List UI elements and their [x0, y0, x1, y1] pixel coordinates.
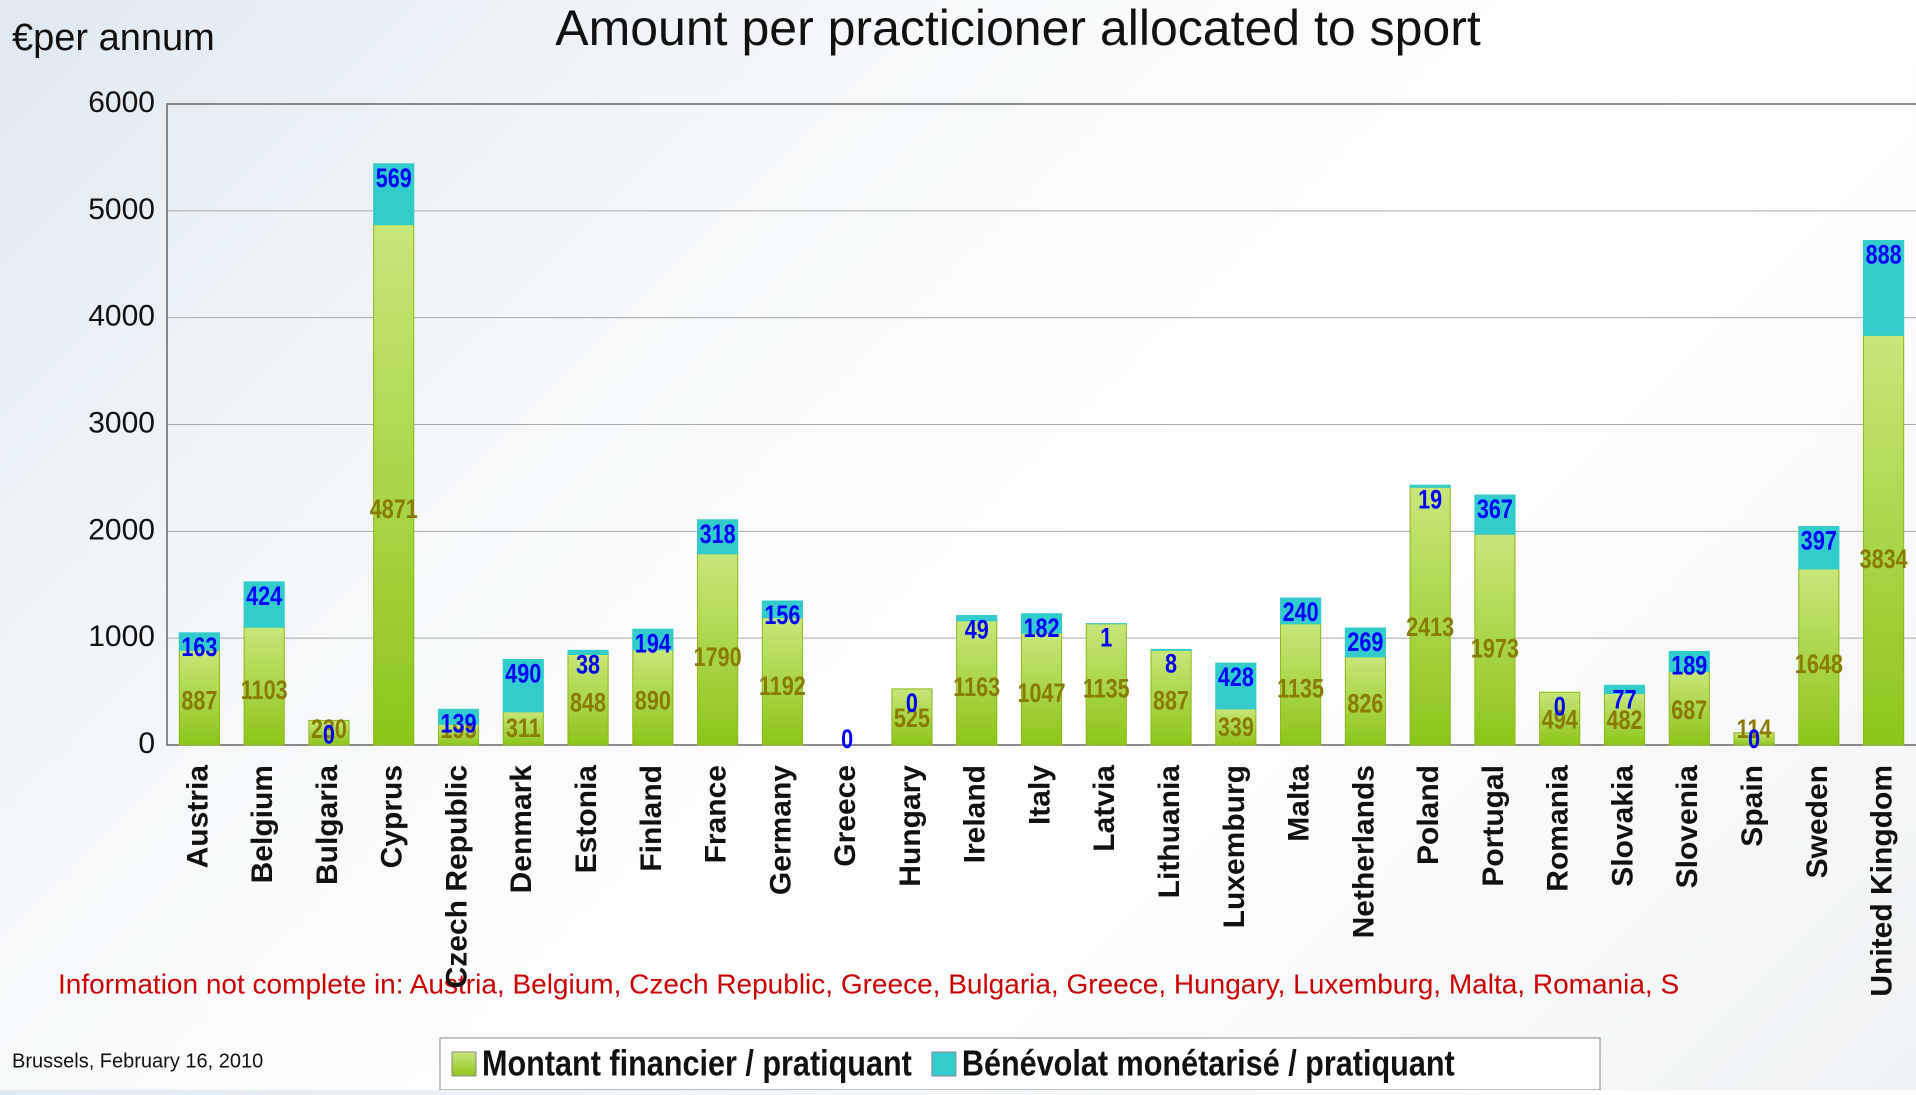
value-label: 194 — [635, 629, 671, 659]
value-label: 19 — [1418, 485, 1442, 515]
x-tick-label: Netherlands — [1347, 765, 1380, 938]
x-tick-label: France — [700, 765, 733, 863]
value-label: 77 — [1612, 685, 1636, 715]
x-tick-label: Italy — [1023, 765, 1056, 825]
legend-swatch — [452, 1052, 476, 1076]
value-label: 1 — [1100, 624, 1112, 654]
value-label: 0 — [323, 720, 335, 750]
value-label: 1648 — [1795, 650, 1843, 680]
y-tick-label: 5000 — [88, 193, 155, 226]
x-tick-label: Malta — [1283, 765, 1316, 842]
value-label: 1192 — [759, 672, 806, 702]
x-tick-label: Austria — [181, 765, 214, 869]
x-tick-label: Luxemburg — [1218, 765, 1251, 928]
y-tick-label: 2000 — [88, 513, 155, 546]
x-tick-label: Hungary — [894, 765, 927, 887]
y-tick-label: 6000 — [88, 86, 155, 119]
value-label: 424 — [246, 582, 282, 612]
x-tick-label: Slovakia — [1606, 765, 1639, 887]
value-label: 269 — [1347, 628, 1383, 658]
value-label: 240 — [1283, 598, 1319, 628]
x-tick-label: Belgium — [246, 765, 279, 883]
value-label: 49 — [965, 615, 989, 645]
value-label: 38 — [576, 650, 600, 680]
value-label: 182 — [1023, 614, 1059, 644]
footer: Brussels, February 16, 2010 — [12, 1050, 263, 1072]
value-label: 887 — [181, 686, 217, 716]
x-tick-label: Latvia — [1088, 765, 1121, 852]
value-label: 569 — [376, 164, 412, 194]
y-tick-label: 1000 — [88, 620, 155, 653]
value-label: 367 — [1477, 495, 1513, 525]
value-label: 0 — [1554, 692, 1566, 722]
value-label: 1047 — [1017, 679, 1065, 709]
x-tick-label: Slovenia — [1671, 765, 1704, 889]
y-axis-label: €per annum — [12, 17, 215, 59]
bar-segment — [374, 225, 414, 745]
value-label: 397 — [1801, 526, 1837, 556]
x-tick-label: Denmark — [505, 765, 538, 894]
value-label: 826 — [1347, 689, 1383, 719]
value-label: 428 — [1218, 663, 1254, 693]
legend-swatch — [932, 1052, 956, 1076]
value-label: 1103 — [241, 676, 288, 706]
value-label: 0 — [1748, 725, 1760, 755]
value-label: 1973 — [1471, 634, 1519, 664]
value-label: 163 — [181, 633, 217, 663]
value-label: 887 — [1153, 686, 1189, 716]
value-label: 3834 — [1860, 545, 1908, 575]
value-label: 1135 — [1277, 674, 1324, 704]
x-tick-label: Romania — [1542, 765, 1575, 892]
note: Information not complete in: Austria, Be… — [58, 968, 1679, 999]
value-label: 1163 — [953, 673, 1000, 703]
value-label: 189 — [1671, 651, 1707, 681]
x-tick-label: Bulgaria — [311, 765, 344, 885]
value-label: 2413 — [1406, 613, 1454, 643]
value-label: 1135 — [1083, 674, 1130, 704]
x-tick-label: Poland — [1412, 765, 1445, 865]
y-tick-label: 3000 — [88, 406, 155, 439]
x-tick-label: Spain — [1736, 765, 1769, 847]
legend-label: Montant financier / pratiquant — [482, 1044, 912, 1084]
x-tick-label: Ireland — [959, 765, 992, 863]
x-tick-label: Czech Republic — [440, 765, 473, 988]
value-label: 156 — [764, 601, 800, 631]
value-label: 339 — [1218, 713, 1254, 743]
bar-segment — [1864, 335, 1904, 745]
y-tick-label: 0 — [138, 727, 155, 760]
value-label: 1790 — [694, 643, 742, 673]
value-label: 848 — [570, 688, 606, 718]
x-tick-label: Lithuania — [1153, 765, 1186, 899]
value-label: 490 — [505, 659, 541, 689]
chart-title: Amount per practicioner allocated to spo… — [555, 0, 1481, 56]
value-label: 888 — [1866, 240, 1902, 270]
value-label: 318 — [700, 520, 736, 550]
x-tick-label: Finland — [635, 765, 668, 872]
legend-label: Bénévolat monétarisé / pratiquant — [962, 1044, 1455, 1084]
value-label: 8 — [1165, 649, 1177, 679]
value-label: 0 — [841, 725, 853, 755]
x-tick-label: Germany — [764, 765, 797, 895]
x-tick-label: United Kingdom — [1866, 765, 1899, 997]
x-tick-label: Sweden — [1801, 765, 1834, 878]
y-tick-label: 4000 — [88, 300, 155, 333]
value-label: 890 — [635, 686, 671, 716]
value-label: 4871 — [370, 495, 418, 525]
value-label: 311 — [506, 714, 541, 744]
x-tick-label: Greece — [829, 765, 862, 867]
x-tick-label: Portugal — [1477, 765, 1510, 887]
value-label: 139 — [440, 709, 476, 739]
value-label: 0 — [906, 689, 918, 719]
x-tick-label: Cyprus — [376, 765, 409, 868]
value-label: 687 — [1671, 696, 1707, 726]
x-tick-label: Estonia — [570, 765, 603, 874]
